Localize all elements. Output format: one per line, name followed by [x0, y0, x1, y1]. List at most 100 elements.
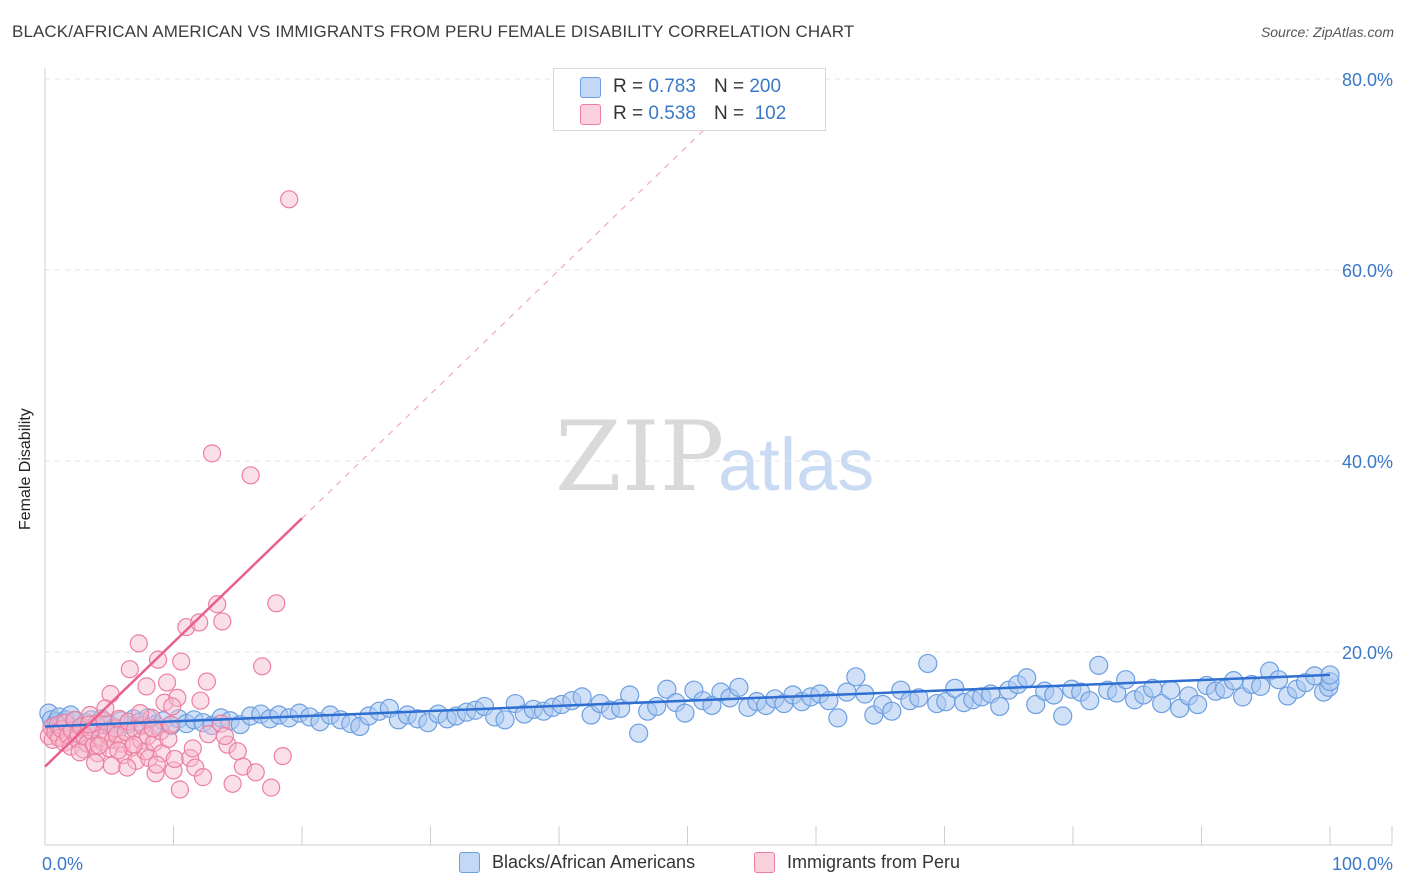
point-peru	[213, 612, 232, 631]
r-label: R =	[613, 76, 644, 97]
point-peru	[159, 729, 178, 749]
point-blacks	[882, 701, 902, 721]
point-peru	[168, 688, 187, 707]
point-peru	[273, 746, 292, 766]
legend-row-blacks: R = 0.783 N = 200	[580, 75, 781, 99]
point-peru	[109, 741, 128, 760]
watermark-atlas: atlas	[718, 423, 874, 506]
point-blacks	[1268, 670, 1289, 690]
point-peru	[223, 774, 242, 793]
trendline-peru	[44, 517, 303, 768]
y-tick-label: 80.0%	[1342, 70, 1393, 90]
r-value-peru: 0.538	[648, 103, 696, 124]
y-tick-label: 20.0%	[1342, 643, 1393, 663]
trendline-blacks	[44, 673, 1331, 728]
correlation-legend: R = 0.783 N = 200 R = 0.538 N = 102	[553, 68, 826, 131]
point-peru	[120, 660, 139, 679]
point-peru	[267, 594, 286, 613]
point-peru	[148, 650, 168, 669]
legend-swatch-pink	[754, 852, 775, 873]
point-blacks	[1152, 693, 1172, 714]
legend-swatch-blue	[580, 76, 601, 98]
n-label: N =	[713, 103, 745, 124]
point-peru	[137, 677, 156, 696]
watermark-zip: ZIP	[555, 401, 724, 513]
point-blacks	[828, 708, 848, 728]
point-blacks	[647, 696, 667, 717]
r-value-blacks: 0.783	[648, 76, 696, 97]
point-blacks	[1116, 670, 1136, 690]
point-peru	[163, 697, 182, 716]
point-blacks	[846, 667, 866, 687]
point-blacks	[495, 710, 515, 730]
point-peru	[262, 778, 281, 797]
point-peru	[130, 704, 150, 723]
x-tick-label-min: 0.0%	[42, 854, 83, 874]
point-peru	[147, 755, 166, 774]
point-peru	[170, 780, 190, 799]
legend-swatch-blue	[459, 852, 480, 873]
source-label: Source: ZipAtlas.com	[1260, 24, 1394, 40]
point-peru	[157, 673, 177, 692]
legend-item-blacks: Blacks/African Americans	[459, 852, 695, 873]
point-blacks	[1053, 706, 1073, 726]
point-peru	[208, 595, 227, 614]
point-peru	[102, 756, 121, 775]
point-peru	[280, 190, 299, 209]
point-peru	[191, 691, 210, 710]
point-peru	[193, 768, 213, 787]
point-peru	[186, 758, 205, 777]
legend-label-blacks: Blacks/African Americans	[492, 852, 696, 872]
n-label: N =	[713, 76, 745, 97]
legend-item-peru: Immigrants from Peru	[754, 852, 960, 873]
point-peru	[165, 749, 184, 769]
point-blacks	[1017, 668, 1037, 688]
point-peru	[190, 613, 209, 632]
legend-row-peru: R = 0.538 N = 102	[580, 102, 786, 126]
point-blacks	[729, 677, 749, 697]
point-peru	[143, 719, 163, 738]
point-blacks	[1161, 680, 1181, 700]
point-blacks	[909, 688, 929, 708]
point-peru	[172, 652, 191, 671]
point-peru	[253, 657, 272, 676]
point-blacks	[657, 679, 677, 699]
point-peru	[202, 444, 222, 463]
point-blacks	[1089, 655, 1109, 675]
y-tick-label: 40.0%	[1342, 452, 1393, 472]
y-tick-label: 60.0%	[1342, 261, 1393, 281]
point-blacks	[1080, 691, 1100, 711]
point-peru	[86, 753, 105, 772]
r-label: R =	[613, 103, 644, 124]
point-blacks	[1026, 694, 1046, 715]
point-blacks	[1188, 694, 1208, 715]
point-blacks	[945, 678, 965, 698]
point-peru	[215, 726, 234, 746]
point-peru	[228, 742, 247, 761]
point-peru	[246, 763, 265, 782]
point-blacks	[572, 687, 592, 707]
point-peru	[183, 739, 202, 758]
point-blacks	[620, 685, 640, 705]
point-blacks	[629, 723, 649, 743]
legend-swatch-pink	[580, 103, 601, 125]
point-blacks	[918, 653, 938, 674]
point-peru	[70, 743, 89, 762]
n-value-blacks: 200	[749, 76, 782, 97]
n-value-peru: 102	[754, 103, 787, 124]
x-tick-label-max: 100.0%	[1332, 854, 1393, 874]
point-blacks	[1044, 685, 1064, 705]
point-peru	[124, 735, 143, 754]
point-peru	[241, 466, 260, 485]
point-peru	[197, 672, 217, 691]
point-peru	[89, 736, 109, 755]
point-blacks	[1224, 671, 1244, 691]
point-peru	[118, 758, 137, 777]
trendline-peru-extension	[301, 78, 758, 519]
point-blacks	[675, 703, 695, 723]
point-peru	[129, 634, 148, 653]
point-blacks	[990, 696, 1010, 717]
legend-label-peru: Immigrants from Peru	[787, 852, 961, 872]
chart-title: BLACK/AFRICAN AMERICAN VS IMMIGRANTS FRO…	[12, 22, 855, 41]
